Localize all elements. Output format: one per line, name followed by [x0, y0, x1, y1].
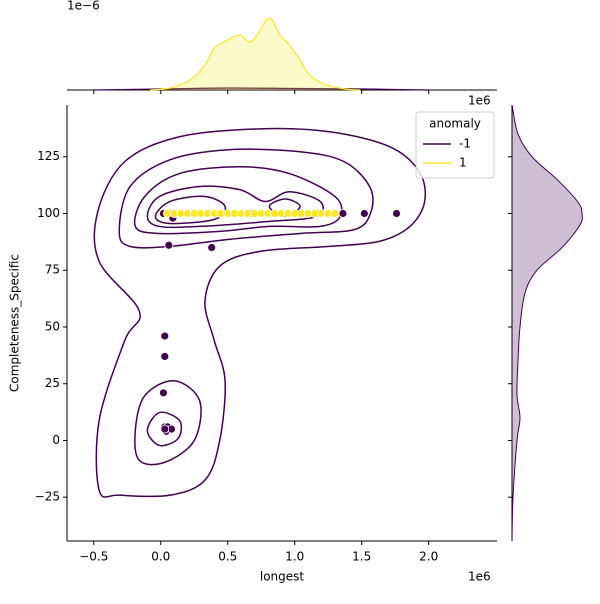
kde-contour: [133, 165, 343, 235]
marginal-y-line: [512, 105, 583, 541]
scatter-point: [160, 331, 170, 341]
y-tick-label: 25: [45, 376, 60, 390]
x-tick-label: −0.5: [79, 550, 108, 564]
x-offset-label: 1e6: [468, 570, 491, 584]
scatter-point: [164, 240, 174, 250]
kde-contour: [134, 380, 202, 466]
kde-contour: [118, 148, 374, 249]
top-offset-label: 1e6: [468, 94, 491, 108]
scatter-point: [207, 243, 217, 252]
scatter-point: [330, 209, 340, 218]
legend-title: anomaly: [429, 117, 481, 131]
marginal-y-area: [512, 105, 583, 541]
y-tick-label: 50: [45, 319, 60, 333]
scatter-point: [392, 209, 401, 218]
top-y-offset-label: 1e−6: [67, 0, 100, 13]
kde-contour: [146, 185, 324, 229]
y-tick-label: 0: [52, 433, 60, 447]
y-axis-label: Completeness_Specific: [8, 254, 22, 392]
marginal-x-area: [150, 18, 361, 90]
x-axis-label: longest: [260, 570, 305, 584]
x-tick-label: 0.0: [151, 550, 170, 564]
legend-label: 1: [459, 156, 467, 170]
scatter-point: [359, 209, 369, 218]
scatter-point: [159, 388, 168, 398]
marginal-x-line: [149, 17, 361, 91]
x-tick-label: 2.0: [419, 550, 438, 564]
kde-contour: [154, 195, 227, 225]
marginal-x-line: [93, 87, 429, 91]
legend-box: [415, 111, 495, 179]
legend-label: -1: [459, 137, 471, 151]
x-tick-label: 1.5: [352, 550, 371, 564]
scatter-point: [160, 352, 170, 361]
y-tick-label: 75: [45, 263, 60, 277]
x-tick-label: 0.5: [218, 550, 237, 564]
y-tick-label: −25: [35, 490, 60, 504]
scatter-point: [338, 209, 348, 218]
kde-contour: [93, 127, 427, 498]
y-tick-label: 100: [37, 206, 60, 220]
kde-contour: [146, 411, 183, 447]
x-tick-label: 1.0: [285, 550, 304, 564]
y-tick-label: 125: [37, 149, 60, 163]
scatter-point: [160, 424, 170, 434]
